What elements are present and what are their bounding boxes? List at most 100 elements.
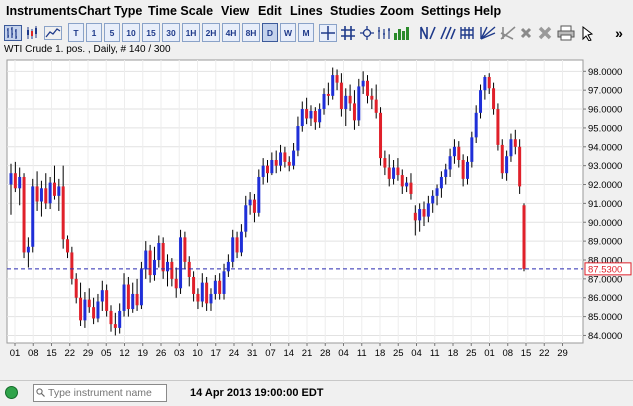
candle-body-down <box>348 95 352 104</box>
delete-drawing-icon[interactable] <box>516 23 536 42</box>
candle-body-up <box>300 109 304 127</box>
candle-body-up <box>83 299 87 321</box>
pointer-icon[interactable] <box>578 23 598 42</box>
day-tick-label: 25 <box>466 348 477 358</box>
price-tick-label: 95.0000 <box>588 123 622 134</box>
candle-body-down <box>109 310 113 325</box>
menu-help[interactable]: Help <box>474 4 502 18</box>
candle-body-down <box>492 88 496 110</box>
timeframe-2h[interactable]: 2H <box>202 23 220 42</box>
indicator-icon[interactable] <box>374 23 394 42</box>
timeframe-1m[interactable]: 1 <box>86 23 102 42</box>
trendline-icon[interactable] <box>418 23 438 42</box>
fibonacci-icon[interactable] <box>458 23 478 42</box>
price-tick-label: 93.0000 <box>588 161 622 172</box>
candle-body-down <box>513 139 517 147</box>
timeframe-1h[interactable]: 1H <box>182 23 200 42</box>
candle-body-down <box>135 293 139 306</box>
candle-body-up <box>244 205 248 232</box>
line-chart-type-icon[interactable] <box>43 23 63 42</box>
day-tick-label: 15 <box>521 348 532 358</box>
menu-edit[interactable]: Edit <box>258 4 282 18</box>
candle-body-down <box>183 237 187 262</box>
print-icon[interactable] <box>556 23 576 42</box>
candle-body-up <box>48 182 52 204</box>
toolbar-overflow-icon[interactable]: » <box>615 24 623 41</box>
timeframe-tick[interactable]: T <box>68 23 84 42</box>
timeframe-daily[interactable]: D <box>262 23 278 42</box>
candle-body-down <box>387 167 391 179</box>
timeframe-5m[interactable]: 5 <box>104 23 120 42</box>
candle-body-down <box>196 293 200 302</box>
pitchfork-icon[interactable] <box>498 23 518 42</box>
instrument-search-input[interactable] <box>33 384 167 402</box>
menu-time-scale[interactable]: Time Scale <box>148 4 214 18</box>
candle-body-up <box>222 271 226 294</box>
current-price-label: 87.5300 <box>588 264 622 275</box>
menu-settings[interactable]: Settings <box>421 4 471 18</box>
candle-body-up <box>426 203 430 217</box>
day-tick-label: 22 <box>64 348 75 358</box>
timeframe-15m[interactable]: 15 <box>142 23 160 42</box>
candle-body-down <box>70 252 74 279</box>
candle-body-down <box>339 82 343 110</box>
candle-body-down <box>496 109 500 145</box>
candle-body-up <box>483 76 487 91</box>
candle-body-down <box>274 159 278 166</box>
menu-lines[interactable]: Lines <box>290 4 323 18</box>
candle-body-up <box>257 176 261 213</box>
candle-body-up <box>39 188 43 202</box>
candle-body-up <box>57 186 61 196</box>
gann-fan-icon[interactable] <box>478 23 498 42</box>
study-settings-icon[interactable] <box>357 23 377 42</box>
candle-body-up <box>166 261 170 272</box>
menu-chart-type[interactable]: Chart Type <box>78 4 143 18</box>
day-tick-label: 08 <box>502 348 513 358</box>
candle-body-down <box>379 112 383 159</box>
channel-icon[interactable] <box>438 23 458 42</box>
menu-view[interactable]: View <box>221 4 250 18</box>
day-tick-label: 03 <box>174 348 185 358</box>
price-tick-label: 97.0000 <box>588 86 622 97</box>
candle-body-up <box>131 293 135 310</box>
candle-body-up <box>248 199 252 206</box>
delete-all-icon[interactable] <box>535 23 555 42</box>
candle-body-up <box>509 139 513 157</box>
day-tick-label: 22 <box>539 348 550 358</box>
candle-body-up <box>122 284 126 311</box>
price-axis: 98.0000 97.0000 96.0000 95.0000 94.0000 93.00… <box>583 67 632 342</box>
candle-body-up <box>309 110 313 119</box>
timeframe-8h[interactable]: 8H <box>242 23 260 42</box>
candle-body-up <box>470 137 474 162</box>
volume-bars-icon[interactable] <box>392 23 412 42</box>
candle-body-down <box>313 110 317 123</box>
candle-body-up <box>157 243 161 260</box>
day-tick-label: 01 <box>484 348 495 358</box>
menu-studies[interactable]: Studies <box>330 4 376 18</box>
candle-chart-type-icon[interactable] <box>23 23 43 42</box>
timeframe-weekly[interactable]: W <box>280 23 296 42</box>
menu-zoom[interactable]: Zoom <box>380 4 415 18</box>
menu-instruments[interactable]: Instruments <box>6 4 78 18</box>
grid-icon[interactable] <box>338 23 358 42</box>
bar-chart-type-icon[interactable] <box>3 23 23 42</box>
timeframe-10m[interactable]: 10 <box>122 23 140 42</box>
price-tick-label: 89.0000 <box>588 237 622 248</box>
candle-body-up <box>292 150 296 166</box>
day-tick-label: 11 <box>430 348 440 358</box>
candle-body-down <box>61 186 65 240</box>
candle-body-down <box>66 239 70 253</box>
candle-body-up <box>435 188 439 196</box>
candle-body-up <box>118 310 122 328</box>
chart-area[interactable]: 98.0000 97.0000 96.0000 95.0000 94.0000 93.00… <box>0 56 633 358</box>
current-price-box <box>584 262 632 276</box>
day-tick-label: 01 <box>10 348 21 358</box>
timeframe-4h[interactable]: 4H <box>222 23 240 42</box>
candle-body-down <box>79 297 83 321</box>
status-bar: 14 Apr 2013 19:00:00 EDT <box>0 380 633 406</box>
timeframe-monthly[interactable]: M <box>298 23 314 42</box>
candle-body-down <box>413 212 417 221</box>
crosshair-icon[interactable] <box>318 23 338 42</box>
price-chart: 98.0000 97.0000 96.0000 95.0000 94.0000 93.00… <box>6 59 632 358</box>
timeframe-30m[interactable]: 30 <box>162 23 180 42</box>
